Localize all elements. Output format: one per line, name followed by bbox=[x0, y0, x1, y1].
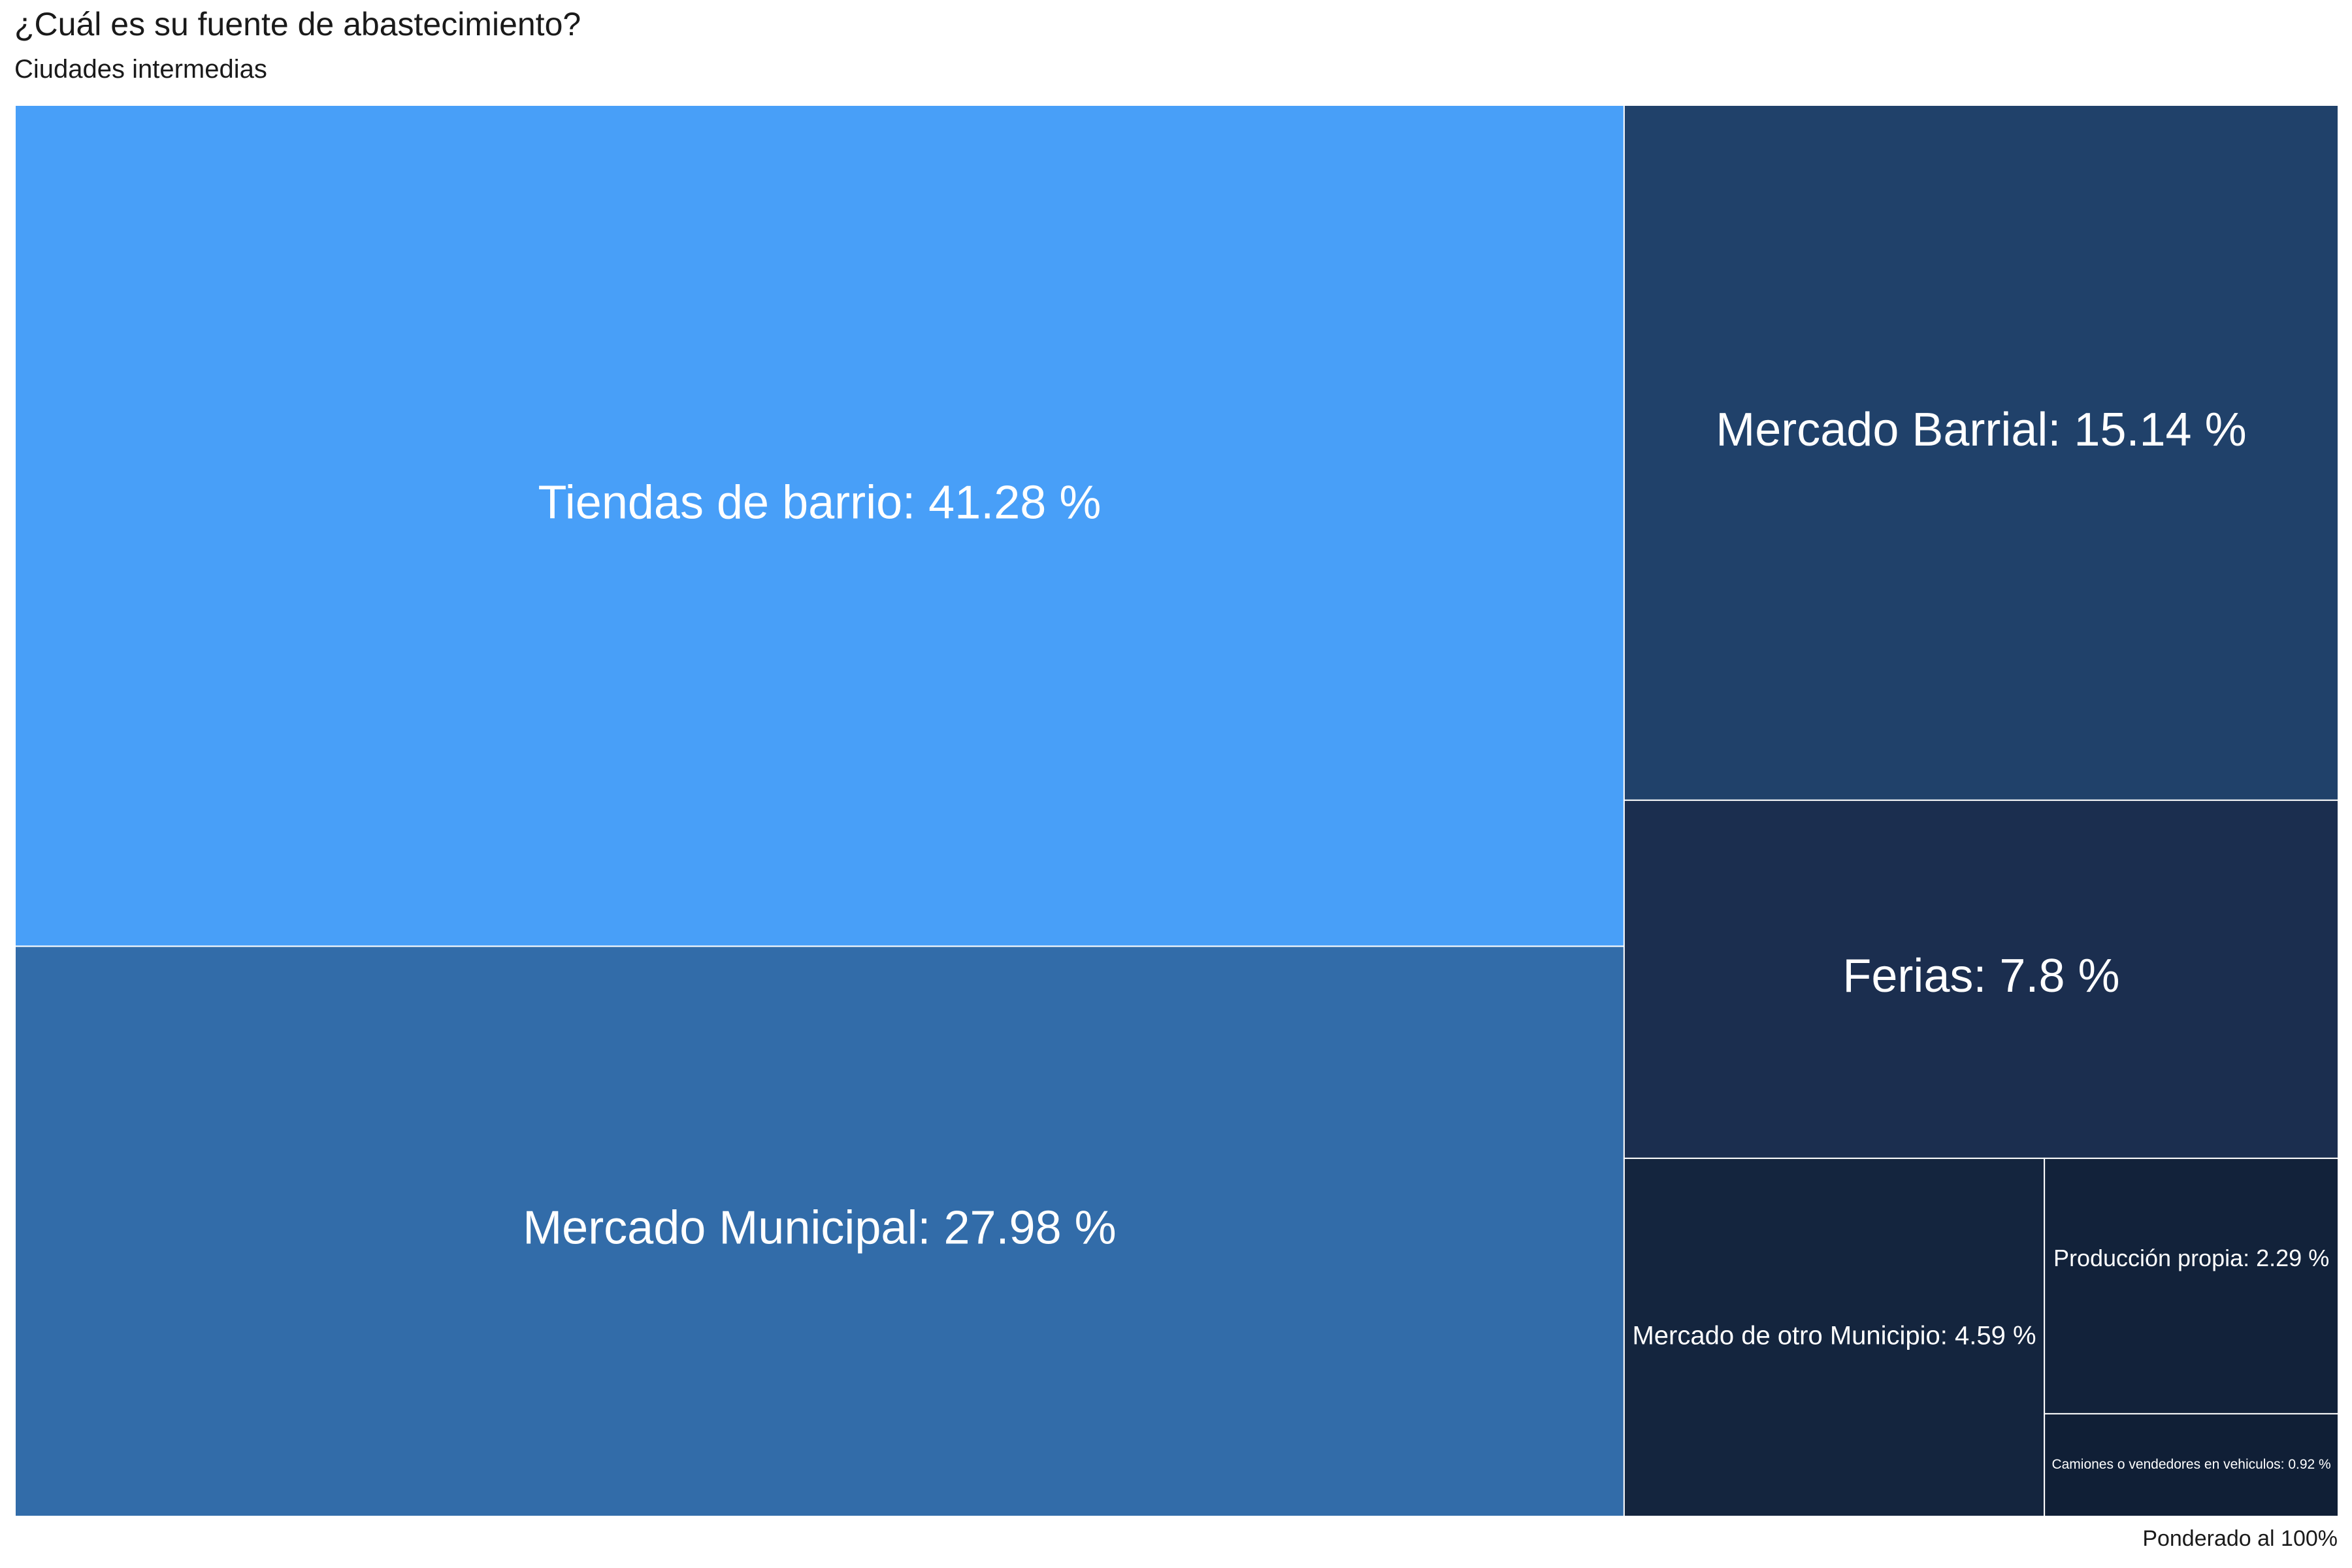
tile-ferias bbox=[1623, 799, 2338, 1159]
tile-label-mercado-municipal: Mercado Municipal: 27.98 % bbox=[523, 1202, 1116, 1254]
tile-label-produccion-propia: Producción propia: 2.29 % bbox=[2053, 1245, 2329, 1271]
chart-caption: Ponderado al 100% bbox=[2142, 1526, 2338, 1551]
tile-label-mercado-barrial: Mercado Barrial: 15.14 % bbox=[1716, 404, 2246, 456]
tile-camiones-o-vendedores-en-vehiculos bbox=[2044, 1413, 2338, 1516]
treemap-chart: Tiendas de barrio: 41.28 % Mercado Munici… bbox=[15, 105, 2338, 1516]
tile-label-mercado-de-otro-municipio: Mercado de otro Municipio: 4.59 % bbox=[1632, 1322, 2036, 1350]
tile-mercado-de-otro-municipio bbox=[1623, 1157, 2046, 1516]
tile-tiendas-de-barrio bbox=[15, 105, 1625, 947]
tile-label-tiendas-de-barrio: Tiendas de barrio: 41.28 % bbox=[538, 477, 1102, 529]
tile-mercado-municipal bbox=[15, 945, 1625, 1516]
tile-label-camiones-o-vendedores-en-vehiculos: Camiones o vendedores en vehiculos: 0.92… bbox=[2051, 1457, 2330, 1472]
tile-produccion-propia bbox=[2044, 1157, 2338, 1414]
chart-subtitle: Ciudades intermedias bbox=[14, 55, 267, 84]
chart-title: ¿Cuál es su fuente de abastecimiento? bbox=[14, 6, 581, 42]
tile-label-ferias: Ferias: 7.8 % bbox=[1842, 950, 2119, 1002]
